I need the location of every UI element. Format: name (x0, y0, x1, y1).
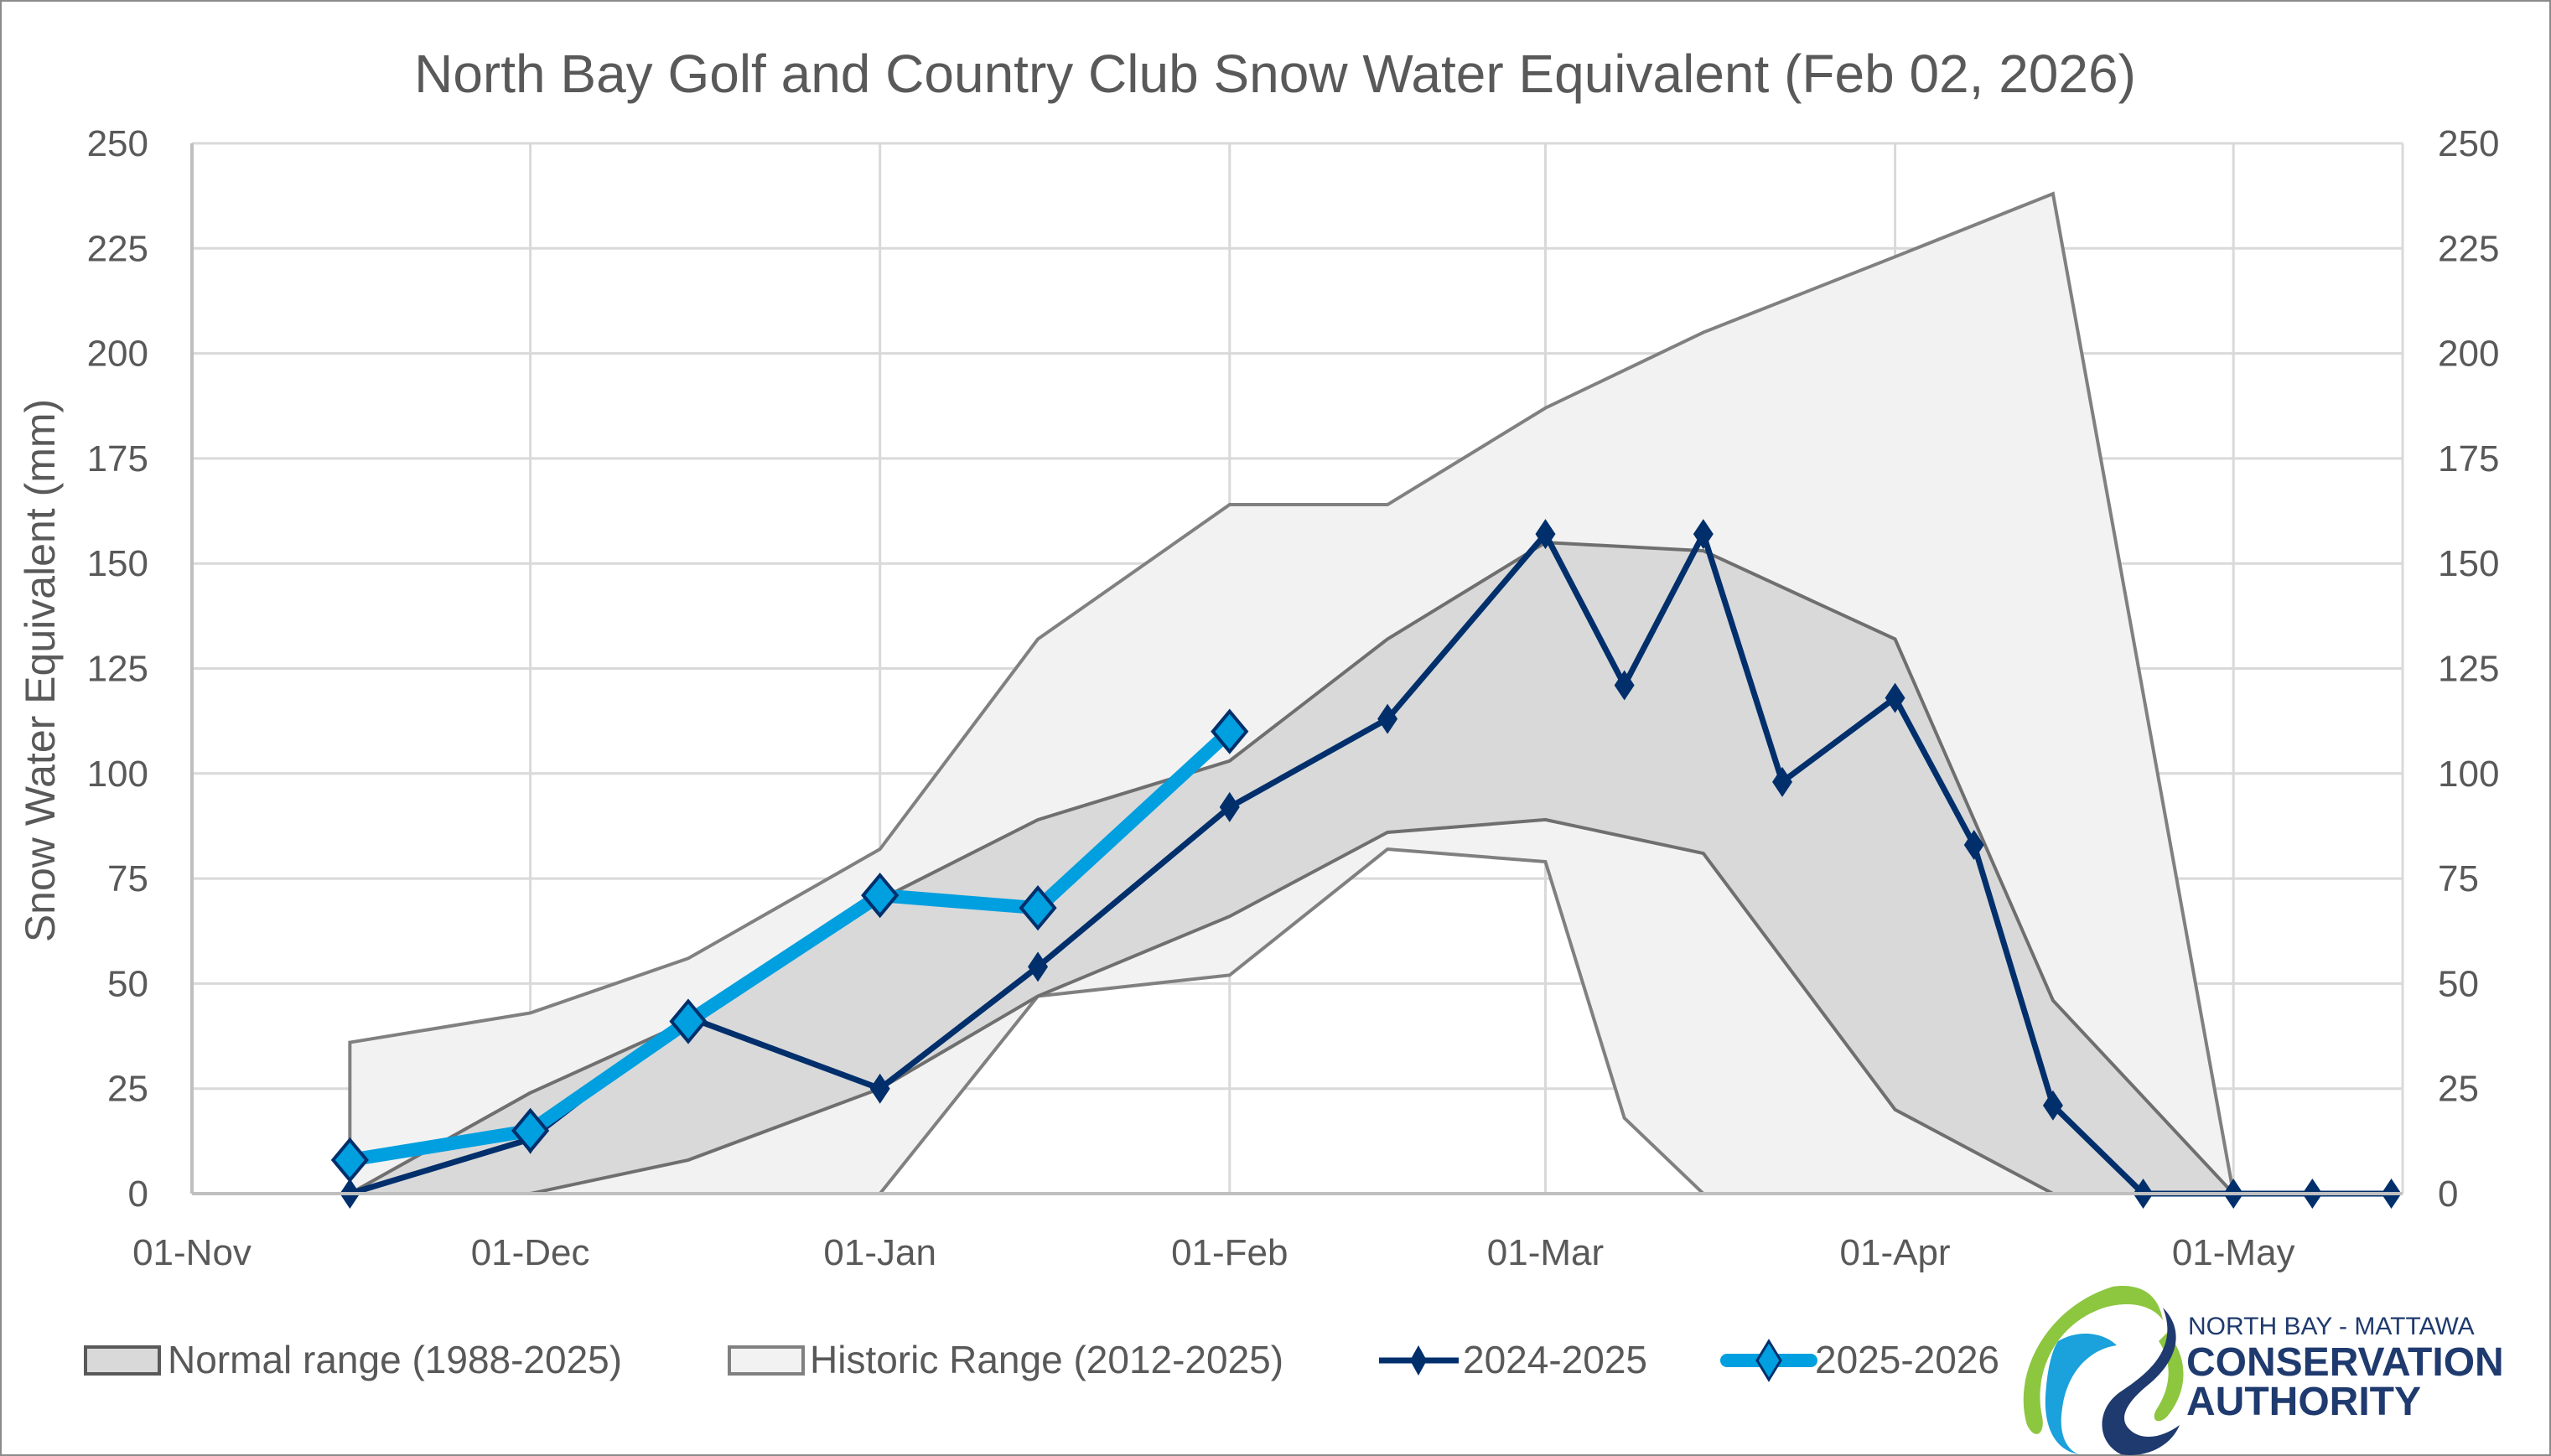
y-tick-label-right: 100 (2438, 754, 2499, 795)
y-tick-label-left: 125 (87, 649, 148, 690)
legend-item-2025-2026[interactable]: 2025-2026 (1720, 1338, 1999, 1382)
x-tick-label: 01-Apr (1840, 1232, 1951, 1273)
y-tick-label-right: 125 (2438, 649, 2499, 690)
legend-item-2024-2025[interactable]: 2024-2025 (1379, 1338, 1647, 1381)
y-tick-label-right: 0 (2438, 1174, 2458, 1215)
data-point-2024-2025 (869, 1073, 890, 1104)
data-point-2025-2026 (330, 1137, 369, 1184)
y-axis-label: Snow Water Equivalent (mm) (17, 399, 64, 942)
data-point-2025-2026 (511, 1107, 550, 1153)
legend-swatch-historic-range (728, 1345, 805, 1376)
data-point-2025-2026 (1211, 708, 1249, 754)
y-tick-label-left: 100 (87, 754, 148, 795)
y-tick-label-left: 225 (87, 228, 148, 269)
y-tick-label-left: 25 (107, 1069, 148, 1110)
y-tick-label-left: 0 (128, 1174, 148, 1215)
data-point-2024-2025 (1028, 951, 1049, 982)
data-point-2024-2025 (1535, 519, 1556, 550)
legend-label: 2025-2026 (1815, 1338, 1999, 1381)
y-tick-label-right: 25 (2438, 1069, 2479, 1110)
logo-text-line2: CONSERVATION (2186, 1340, 2504, 1385)
data-point-2024-2025 (1614, 670, 1635, 701)
logo-text-line3: AUTHORITY (2186, 1380, 2421, 1424)
series-line-2025-2026 (349, 726, 1235, 1167)
legend-marker-diamond-icon (1755, 1339, 1782, 1382)
y-tick-label-left: 75 (107, 858, 148, 899)
x-tick-label: 01-May (2172, 1232, 2295, 1273)
data-point-2024-2025 (2042, 1090, 2063, 1121)
x-tick-label: 01-Nov (132, 1232, 251, 1273)
y-tick-label-left: 50 (107, 963, 148, 1004)
data-point-2024-2025 (1219, 791, 1240, 822)
x-tick-label: 01-Mar (1487, 1232, 1604, 1273)
y-tick-label-right: 150 (2438, 543, 2499, 584)
legend-label: Normal range (1988-2025) (168, 1338, 622, 1381)
data-point-2024-2025 (1693, 519, 1714, 550)
x-tick-label: 01-Dec (471, 1232, 590, 1273)
y-tick-label-right: 50 (2438, 963, 2479, 1004)
x-tick-label: 01-Jan (823, 1232, 936, 1273)
x-tick-label: 01-Feb (1171, 1232, 1288, 1273)
axes: 0 0 25 25 50 50 75 75 100 100 125 125 150 150 175 175 20… (87, 123, 2500, 1273)
y-tick-label-right: 175 (2438, 438, 2499, 479)
data-point-2024-2025 (1772, 766, 1793, 797)
legend: Normal range (1988-2025) Historic Range … (84, 1338, 1999, 1382)
legend-label: 2024-2025 (1463, 1338, 1647, 1381)
data-point-2024-2025 (1963, 830, 1984, 861)
data-point-2024-2025 (1885, 682, 1905, 713)
y-tick-label-right: 200 (2438, 334, 2499, 375)
y-tick-label-right: 225 (2438, 228, 2499, 269)
y-tick-label-left: 175 (87, 438, 148, 479)
chart-title: North Bay Golf and Country Club Snow Wat… (414, 44, 2136, 104)
legend-marker-diamond-icon (1410, 1345, 1427, 1376)
legend-label: Historic Range (2012-2025) (810, 1338, 1283, 1381)
logo-text-line1: NORTH BAY - MATTAWA (2188, 1313, 2475, 1340)
logo-swirl-icon (2023, 1286, 2184, 1455)
legend-swatch-normal-range (84, 1345, 161, 1376)
data-point-2025-2026 (861, 873, 900, 919)
conservation-authority-logo: NORTH BAY - MATTAWA CONSERVATION AUTHORI… (2023, 1286, 2504, 1455)
y-tick-label-left: 150 (87, 543, 148, 584)
y-tick-label-left: 200 (87, 334, 148, 375)
legend-item-historic-range[interactable]: Historic Range (2012-2025) (728, 1338, 1283, 1381)
y-tick-label-left: 250 (87, 123, 148, 164)
data-point-2025-2026 (1019, 885, 1057, 931)
y-tick-label-right: 75 (2438, 858, 2479, 899)
data-point-2024-2025 (1377, 703, 1398, 734)
data-point-2025-2026 (669, 998, 708, 1044)
y-tick-label-right: 250 (2438, 123, 2499, 164)
legend-item-normal-range[interactable]: Normal range (1988-2025) (84, 1338, 622, 1381)
range-bands (343, 191, 2237, 1195)
